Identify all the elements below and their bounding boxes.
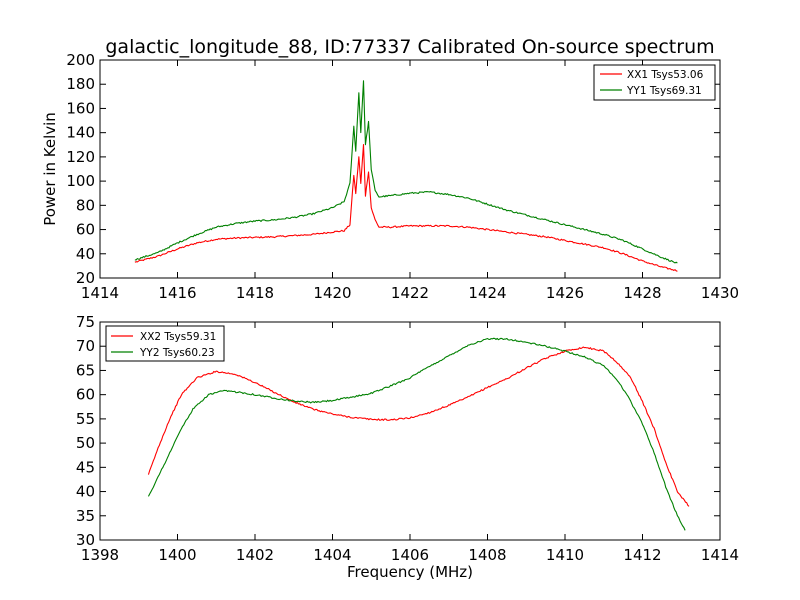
top-legend-label-yy1: YY1 Tsys69.31 <box>626 85 702 97</box>
bottom-ticks: 1398 1400 1402 1404 1406 1408 1410 1412 1414 30 35… <box>76 313 739 564</box>
bottom-xlabel: Frequency (MHz) <box>347 563 473 581</box>
top-legend-label-xx1: XX1 Tsys53.06 <box>627 69 704 81</box>
bottom-legend: XX2 Tsys59.31 YY2 Tsys60.23 <box>105 325 225 362</box>
bottom-legend-label-yy2: YY2 Tsys60.23 <box>139 347 215 359</box>
top-xtick-label: 1424 <box>468 284 506 302</box>
top-legend-box <box>593 64 716 101</box>
top-ytick-label: 200 <box>66 51 95 69</box>
top-ticks: 1414 1416 1418 1420 1422 1424 1426 1428 1430 20 40… <box>66 51 739 302</box>
top-subplot: Power in Kelvin 1414 1416 1418 1420 1422 1424… <box>41 51 739 302</box>
bottom-plot-area <box>147 337 690 531</box>
top-xtick-label: 1422 <box>391 284 429 302</box>
top-xtick-label: 1414 <box>81 284 119 302</box>
top-xtick-label: 1428 <box>623 284 661 302</box>
bottom-series-line-0 <box>147 346 690 507</box>
top-ytick-label: 160 <box>66 99 95 117</box>
bottom-xtick-label: 1398 <box>81 546 119 564</box>
bottom-xtick-label: 1412 <box>623 546 661 564</box>
bottom-xtick-label: 1400 <box>158 546 196 564</box>
bottom-xtick-label: 1410 <box>546 546 584 564</box>
bottom-legend-box <box>105 325 225 362</box>
chart-title: galactic_longitude_88, ID:77337 Calibrat… <box>105 36 714 58</box>
top-xtick-label: 1418 <box>236 284 274 302</box>
bottom-ytick-label: 50 <box>76 434 95 452</box>
bottom-ytick-label: 30 <box>76 531 95 549</box>
top-ytick-label: 80 <box>76 196 95 214</box>
top-xtick-label: 1420 <box>313 284 351 302</box>
bottom-legend-label-xx2: XX2 Tsys59.31 <box>140 331 216 343</box>
top-plot-area <box>134 80 678 272</box>
bottom-ytick-label: 60 <box>76 386 95 404</box>
top-xtick-label: 1430 <box>701 284 739 302</box>
top-ytick-label: 20 <box>76 269 95 287</box>
bottom-xtick-label: 1406 <box>391 546 429 564</box>
bottom-xtick-label: 1402 <box>236 546 274 564</box>
bottom-ytick-label: 55 <box>76 410 95 428</box>
top-ylabel: Power in Kelvin <box>41 112 59 226</box>
top-ytick-label: 180 <box>66 75 95 93</box>
top-xtick-label: 1426 <box>546 284 584 302</box>
top-ytick-label: 120 <box>66 148 95 166</box>
bottom-ytick-label: 45 <box>76 458 95 476</box>
bottom-xtick-label: 1408 <box>468 546 506 564</box>
top-series-line-1 <box>134 80 678 264</box>
top-ytick-label: 100 <box>66 172 95 190</box>
top-ytick-label: 140 <box>66 124 95 142</box>
top-ytick-label: 60 <box>76 221 95 239</box>
bottom-subplot: 1398 1400 1402 1404 1406 1408 1410 1412 1414 30 35… <box>76 313 739 581</box>
top-series-line-0 <box>134 143 678 272</box>
bottom-xtick-label: 1414 <box>701 546 739 564</box>
top-xtick-label: 1416 <box>158 284 196 302</box>
bottom-ytick-label: 65 <box>76 361 95 379</box>
bottom-xtick-label: 1404 <box>313 546 351 564</box>
bottom-ytick-label: 75 <box>76 313 95 331</box>
bottom-ytick-label: 35 <box>76 507 95 525</box>
top-legend: XX1 Tsys53.06 YY1 Tsys69.31 <box>593 64 716 101</box>
bottom-series-line-1 <box>147 337 686 531</box>
top-ytick-label: 40 <box>76 245 95 263</box>
bottom-ytick-label: 70 <box>76 337 95 355</box>
bottom-ytick-label: 40 <box>76 483 95 501</box>
